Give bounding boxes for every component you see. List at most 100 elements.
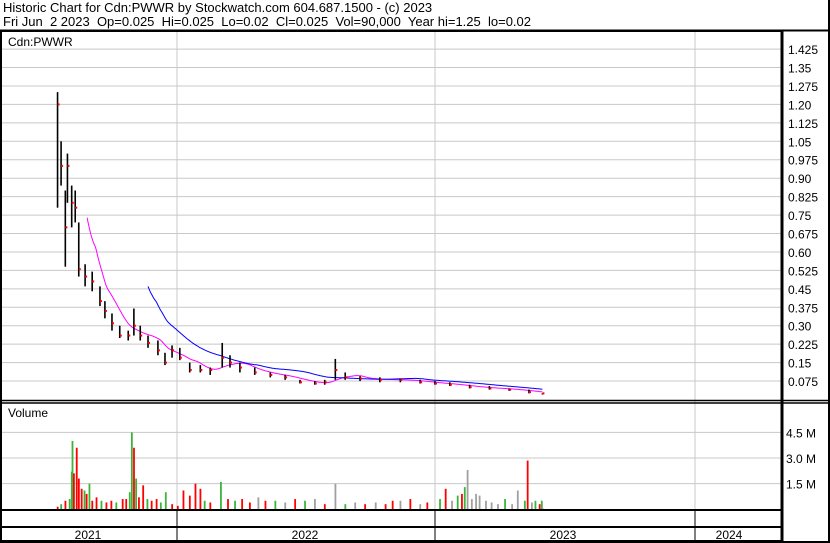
volume-bar	[138, 497, 140, 510]
close-tick	[119, 334, 122, 337]
volume-bar	[534, 500, 537, 510]
volume-bar	[71, 440, 74, 510]
volume-tick-label: 3.0 M	[786, 452, 816, 466]
price-tick-label: 0.975	[788, 154, 818, 168]
close-tick	[400, 378, 403, 381]
close-tick	[92, 280, 95, 283]
price-tick-label: 1.35	[788, 62, 812, 76]
price-bars	[56, 92, 545, 395]
close-tick	[189, 368, 192, 371]
volume-bar	[463, 487, 466, 510]
volume-bar	[241, 499, 244, 510]
close-tick	[128, 334, 131, 337]
volume-bar	[115, 502, 118, 510]
volume-bar	[176, 505, 179, 510]
close-tick	[420, 381, 423, 384]
price-tick-label: 0.375	[788, 301, 818, 315]
volume-bar	[374, 502, 377, 510]
close-tick	[230, 361, 233, 364]
volume-bar	[541, 507, 544, 510]
volume-bar	[391, 500, 394, 510]
price-tick-label: 0.75	[788, 209, 812, 223]
close-tick	[449, 383, 452, 386]
volume-bar	[130, 432, 133, 510]
volume-bar	[426, 502, 429, 510]
grid	[2, 31, 782, 510]
volume-bar	[294, 499, 297, 510]
price-tick-label: 0.675	[788, 228, 818, 242]
volume-bar	[164, 492, 167, 510]
close-tick	[104, 309, 107, 312]
volume-label: Volume	[8, 406, 48, 420]
close-tick	[99, 300, 102, 303]
volume-bar	[60, 504, 63, 510]
volume-bar	[91, 500, 94, 510]
volume-bar	[171, 504, 174, 510]
volume-bar	[105, 502, 108, 510]
volume-bar	[409, 499, 412, 510]
chart-title: Historic Chart for Cdn:PWWR by Stockwatc…	[3, 0, 433, 15]
close-tick	[299, 381, 302, 384]
close-tick	[75, 206, 78, 209]
volume-bar	[526, 460, 529, 510]
volume-bar	[470, 499, 473, 510]
volume-bar	[451, 500, 453, 510]
symbol-label: Cdn:PWWR	[8, 35, 73, 49]
volume-bar	[523, 500, 526, 510]
price-tick-label: 1.125	[788, 117, 818, 131]
volume-bar	[323, 504, 326, 510]
volume-bar	[490, 502, 493, 510]
close-tick	[254, 371, 257, 374]
volume-bar	[444, 488, 447, 510]
volume-bar	[85, 493, 88, 510]
volume-bar	[128, 492, 131, 510]
volume-bar	[220, 481, 222, 510]
close-tick	[270, 373, 273, 376]
volume-bar	[249, 502, 251, 510]
close-tick	[210, 368, 213, 371]
volume-bar	[203, 500, 206, 510]
volume-bar	[511, 504, 514, 510]
price-tick-label: 1.275	[788, 80, 818, 94]
price-tick-label: 0.60	[788, 246, 812, 260]
volume-bar	[485, 500, 487, 510]
close-tick	[157, 349, 160, 352]
close-tick	[222, 356, 225, 359]
close-tick	[239, 366, 242, 369]
volume-bar	[419, 504, 422, 510]
close-tick	[140, 334, 143, 337]
close-tick	[85, 275, 88, 278]
close-tick	[111, 322, 114, 325]
close-tick	[285, 376, 288, 379]
moving-averages	[86, 217, 543, 393]
close-tick	[489, 387, 492, 390]
volume-bar	[478, 495, 481, 510]
volume-bar	[100, 500, 103, 510]
volume-bar	[159, 502, 162, 510]
close-tick	[65, 226, 68, 229]
volume-bar	[314, 499, 316, 510]
close-tick	[345, 376, 348, 379]
close-tick	[172, 349, 175, 352]
close-tick	[542, 392, 545, 395]
volume-tick-label: 1.5 M	[786, 478, 816, 492]
year-label: 2023	[550, 528, 577, 542]
volume-bar	[540, 500, 543, 510]
volume-bar	[504, 499, 506, 510]
volume-bars	[56, 432, 544, 510]
close-tick	[179, 356, 182, 359]
volume-bar	[497, 504, 499, 510]
close-tick	[148, 341, 151, 344]
year-label: 2022	[292, 528, 319, 542]
volume-bar	[439, 499, 441, 510]
close-tick	[434, 382, 437, 385]
volume-bar	[364, 504, 367, 510]
volume-bar	[274, 500, 277, 510]
volume-bar	[456, 495, 459, 510]
volume-bar	[95, 497, 98, 510]
close-tick	[314, 382, 317, 385]
close-tick	[164, 361, 167, 364]
year-label: 2024	[716, 528, 743, 542]
